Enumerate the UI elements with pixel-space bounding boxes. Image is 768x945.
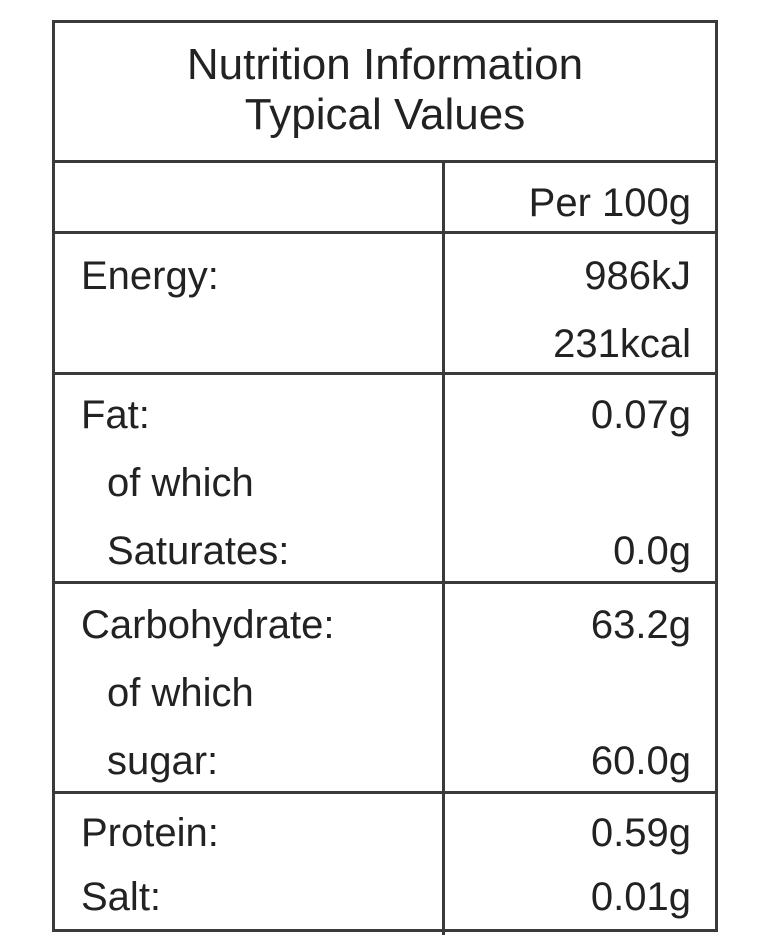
title-line-1: Nutrition Information xyxy=(186,40,584,89)
protein-value: 0.59g xyxy=(590,811,691,855)
row-divider xyxy=(55,791,715,794)
nutrition-label: Nutrition Information Typical Values Per… xyxy=(52,20,718,935)
sugar-label: sugar: xyxy=(107,739,219,783)
fat-value: 0.07g xyxy=(590,393,691,437)
carbohydrate-value: 63.2g xyxy=(590,603,691,647)
salt-label: Salt: xyxy=(81,875,162,919)
sugar-value: 60.0g xyxy=(590,739,691,783)
title-line-2: Typical Values xyxy=(244,90,526,139)
energy-kcal-value: 231kcal xyxy=(553,322,691,366)
energy-kj-value: 986kJ xyxy=(584,254,691,298)
fat-of-which: of which xyxy=(107,461,254,505)
saturates-value: 0.0g xyxy=(613,529,691,573)
carbohydrate-label: Carbohydrate: xyxy=(81,603,335,647)
fat-label: Fat: xyxy=(81,393,150,437)
salt-value: 0.01g xyxy=(590,875,691,919)
carbohydrate-of-which: of which xyxy=(107,671,254,715)
saturates-label: Saturates: xyxy=(107,529,290,573)
row-divider xyxy=(55,372,715,375)
energy-label: Energy: xyxy=(81,254,219,298)
protein-label: Protein: xyxy=(81,811,219,855)
column-divider xyxy=(442,163,445,935)
row-divider xyxy=(55,581,715,584)
column-header-per-100g: Per 100g xyxy=(528,181,691,225)
label-title: Nutrition Information Typical Values xyxy=(55,23,715,163)
row-divider xyxy=(55,231,715,234)
